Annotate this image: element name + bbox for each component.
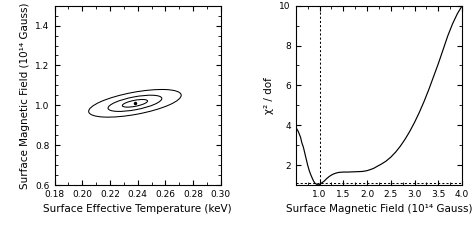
Y-axis label: Surface Magnetic Field (10¹⁴ Gauss): Surface Magnetic Field (10¹⁴ Gauss): [20, 2, 30, 189]
Y-axis label: χ² / dof: χ² / dof: [264, 77, 274, 114]
X-axis label: Surface Effective Temperature (keV): Surface Effective Temperature (keV): [44, 205, 232, 215]
X-axis label: Surface Magnetic Field (10¹⁴ Gauss): Surface Magnetic Field (10¹⁴ Gauss): [286, 205, 472, 215]
